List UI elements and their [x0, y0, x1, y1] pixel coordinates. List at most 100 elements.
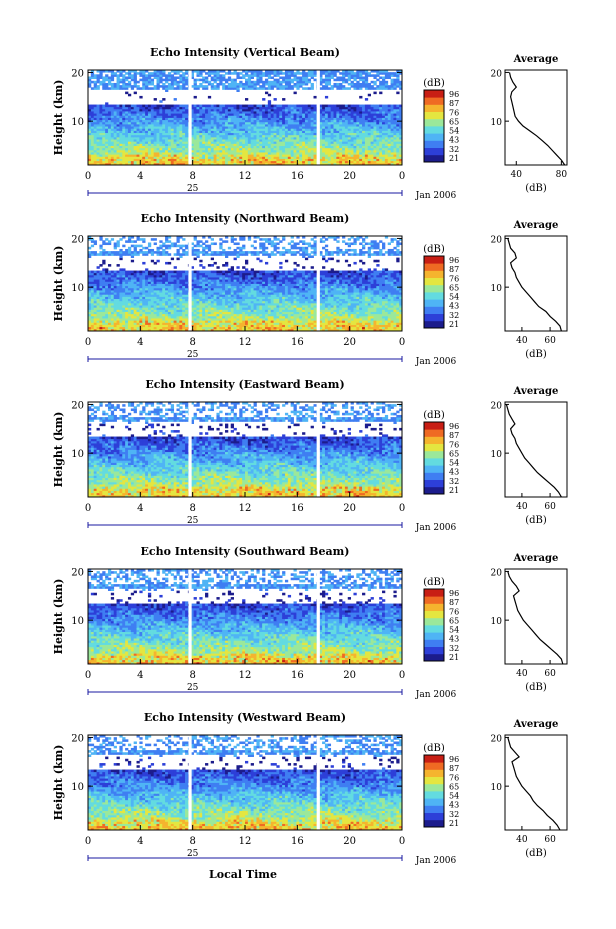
heatmap-cell: [350, 154, 354, 157]
heatmap-cell: [145, 82, 149, 86]
heatmap-cell: [247, 132, 252, 136]
heatmap-cell: [136, 132, 140, 136]
heatmap-cell: [247, 113, 252, 116]
heatmap-cell: [233, 117, 237, 121]
heatmap-cell: [356, 145, 360, 149]
heatmap-cell: [113, 143, 117, 146]
heatmap-cell: [116, 126, 120, 129]
heatmap-cell: [279, 80, 283, 84]
heatmap-cell: [333, 158, 337, 162]
heatmap-cell: [176, 145, 180, 149]
heatmap-cell: [242, 74, 246, 77]
heatmap-cell: [304, 152, 309, 155]
heatmap-cell: [245, 128, 249, 131]
heatmap-cell: [162, 141, 166, 144]
heatmap-cell: [225, 158, 229, 162]
heatmap-cell: [236, 72, 240, 75]
heatmap-cell: [373, 134, 377, 138]
heatmap-cell: [116, 117, 120, 121]
heatmap-cell: [119, 117, 123, 121]
heatmap-cell: [384, 130, 389, 134]
heatmap-cell: [170, 132, 175, 136]
heatmap-cell: [393, 143, 397, 146]
heatmap-cell: [156, 154, 160, 157]
heatmap-cell: [102, 132, 106, 136]
heatmap-cell: [382, 152, 386, 155]
heatmap-cell: [133, 130, 137, 134]
heatmap-cell: [256, 139, 260, 142]
heatmap-cell: [344, 113, 349, 116]
heatmap-cell: [102, 121, 106, 125]
heatmap-cell: [122, 158, 126, 162]
heatmap-cell: [88, 158, 92, 162]
heatmap-cell: [319, 158, 323, 162]
heatmap-cell: [284, 160, 289, 164]
heatmap-cell: [102, 141, 106, 144]
heatmap-cell: [247, 147, 252, 151]
heatmap-cell: [356, 119, 360, 123]
heatmap-cell: [153, 132, 157, 136]
heatmap-cell: [276, 154, 280, 157]
heatmap-cell: [165, 106, 169, 110]
heatmap-cell: [399, 156, 403, 159]
heatmap-cell: [170, 128, 175, 131]
heatmap-cell: [390, 134, 394, 138]
heatmap-cell: [387, 106, 391, 110]
heatmap-cell: [185, 128, 189, 131]
heatmap-cell: [279, 121, 283, 125]
heatmap-cell: [165, 147, 169, 151]
heatmap-cell: [299, 117, 303, 121]
heatmap-cell: [136, 121, 140, 125]
heatmap-cell: [256, 115, 260, 118]
heatmap-cell: [142, 121, 146, 125]
heatmap-cell: [176, 156, 180, 159]
heatmap-cell: [293, 115, 297, 118]
heatmap-cell: [93, 111, 97, 114]
heatmap-cell: [193, 132, 197, 136]
heatmap-cell: [302, 158, 306, 162]
heatmap-cell: [296, 123, 300, 127]
heatmap-cell: [302, 128, 306, 131]
heatmap-cell: [242, 117, 246, 121]
heatmap-cell: [245, 147, 249, 151]
heatmap-cell: [147, 134, 152, 138]
heatmap-cell: [310, 128, 314, 131]
heatmap-cell: [296, 139, 300, 142]
heatmap-cell: [207, 149, 212, 153]
heatmap-cell: [302, 145, 306, 149]
heatmap-cell: [373, 160, 377, 164]
heatmap-cell: [282, 130, 286, 134]
heatmap-cell: [259, 136, 263, 140]
heatmap-cell: [216, 130, 220, 134]
heatmap-cell: [333, 113, 337, 116]
heatmap-cell: [282, 104, 286, 108]
heatmap-cell: [253, 80, 257, 84]
heatmap-cell: [344, 121, 349, 125]
heatmap-cell: [105, 106, 109, 110]
heatmap-cell: [367, 162, 371, 166]
heatmap-cell: [382, 141, 386, 144]
heatmap-cell: [313, 139, 317, 142]
heatmap-cell: [116, 74, 120, 77]
heatmap-cell: [96, 156, 100, 159]
heatmap-cell: [359, 111, 363, 114]
heatmap-cell: [290, 108, 294, 112]
heatmap-cell: [242, 121, 246, 125]
heatmap-cell: [396, 126, 400, 129]
heatmap-cell: [119, 119, 123, 123]
heatmap-cell: [362, 145, 366, 149]
heatmap-cell: [136, 147, 140, 151]
heatmap-cell: [319, 143, 323, 146]
heatmap-cell: [276, 152, 280, 155]
heatmap-cell: [373, 104, 377, 108]
heatmap-cell: [219, 145, 223, 149]
heatmap-cell: [90, 154, 95, 157]
heatmap-cell: [293, 85, 297, 88]
heatmap-cell: [270, 136, 274, 140]
heatmap-cell: [193, 136, 197, 140]
heatmap-cell: [253, 113, 257, 116]
heatmap-cell: [193, 158, 197, 162]
heatmap-cell: [384, 85, 389, 88]
heatmap-cell: [236, 145, 240, 149]
heatmap-cell: [304, 141, 309, 144]
